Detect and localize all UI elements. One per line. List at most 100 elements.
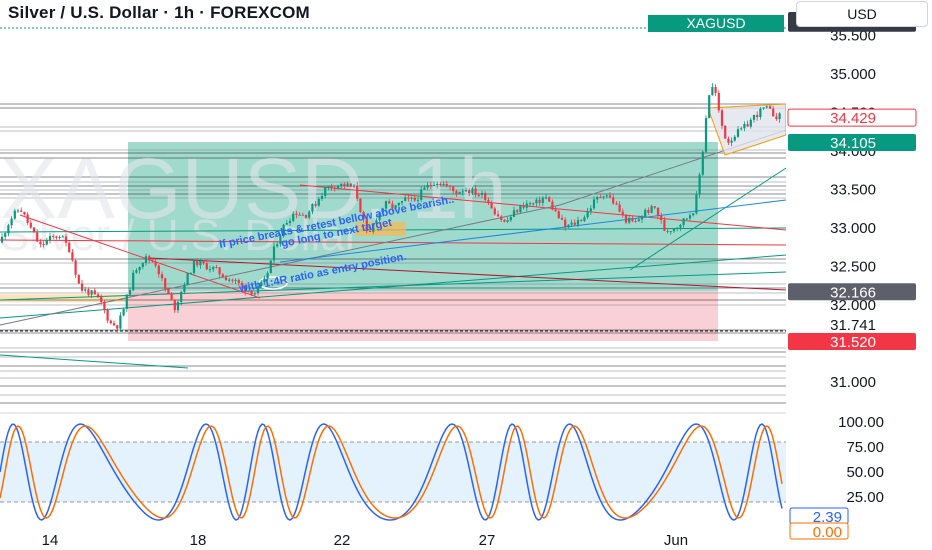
candle-down (474, 188, 477, 195)
candle-up (260, 282, 263, 287)
candle-down (656, 207, 660, 216)
candle-up (698, 174, 701, 195)
stochastic-pane (0, 423, 786, 521)
candle-up (669, 231, 672, 233)
candle-up (762, 107, 765, 109)
time-tick-label: 14 (42, 532, 59, 549)
time-tick-label: Jun (664, 532, 688, 549)
candle-up (592, 199, 596, 209)
candle-down (599, 196, 602, 198)
price-label-text: 32.166 (830, 284, 876, 301)
candle-up (45, 240, 48, 245)
candle-up (141, 262, 144, 267)
candle-up (602, 196, 605, 198)
symbol-badge[interactable]: XAGUSD (648, 15, 784, 32)
axis-bg (786, 0, 932, 550)
candle-up (442, 184, 445, 186)
candle-down (205, 263, 208, 270)
candle-down (154, 261, 157, 266)
candle-down (503, 219, 506, 222)
candle-up (234, 279, 237, 281)
candle-up (189, 272, 192, 274)
candle-up (10, 218, 13, 226)
trend-line (279, 199, 787, 263)
trend-line (0, 204, 561, 326)
time-tick-label: 27 (479, 532, 496, 549)
stoch-band (0, 442, 786, 502)
stoch-d-line (0, 425, 783, 519)
candle-down (42, 244, 45, 246)
candle-up (730, 140, 733, 143)
price-label-box (787, 108, 917, 127)
candle-up (589, 208, 592, 212)
candle-down (100, 296, 103, 302)
candle-up (292, 213, 295, 221)
candle-down (29, 222, 32, 228)
price-axis[interactable]: 31.00031.50032.00032.50033.00033.50034.0… (786, 0, 932, 550)
candle-down (516, 210, 519, 213)
trend-line (0, 354, 189, 369)
candle-down (301, 214, 304, 216)
candle-up (84, 289, 87, 291)
candle-down (20, 210, 23, 212)
candle-up (199, 261, 202, 266)
candle-up (570, 222, 573, 225)
candle-down (160, 274, 164, 279)
candle-up (586, 211, 589, 218)
candle-up (285, 223, 288, 225)
price-label-box (788, 134, 916, 152)
trend-line (0, 254, 787, 319)
candle-up (512, 210, 516, 217)
candle-down (608, 195, 612, 198)
trend-line (299, 184, 787, 231)
candle-up (701, 151, 704, 175)
currency-selector[interactable]: USD (796, 1, 928, 27)
trend-line (19, 214, 261, 299)
candle-down (500, 216, 503, 220)
candle-down (333, 187, 336, 189)
candle-up (708, 95, 711, 119)
candle-up (682, 218, 685, 225)
candle-up (327, 186, 330, 188)
candle-up (692, 213, 695, 216)
candle-up (637, 219, 640, 222)
candle-up (404, 197, 407, 202)
candle-down (551, 201, 554, 210)
highlight-box (356, 222, 406, 236)
candle-down (77, 274, 80, 284)
candle-up (535, 199, 538, 204)
candle-down (477, 194, 480, 196)
stoch-k-line (0, 423, 783, 521)
candle-down (250, 290, 253, 295)
trend-line (0, 239, 787, 246)
candle-down (663, 220, 666, 231)
candle-down (314, 204, 317, 206)
candle-down (580, 220, 583, 222)
candle-up (525, 203, 528, 208)
candle-up (122, 308, 125, 316)
candle-up (423, 187, 426, 190)
candle-up (208, 269, 212, 271)
candle-up (378, 212, 381, 221)
candle-down (452, 186, 455, 192)
candle-up (528, 203, 532, 205)
time-axis[interactable]: 14 18 22 27 Jun (0, 526, 786, 550)
candle-up (311, 204, 314, 212)
candle-up (426, 184, 429, 188)
candle-up (628, 218, 631, 223)
candle-up (778, 113, 781, 120)
candle-up (679, 224, 682, 228)
candle-up (48, 235, 52, 241)
candle-down (660, 215, 663, 221)
candle-up (317, 198, 320, 206)
candle-up (605, 195, 608, 197)
candle-down (717, 92, 720, 111)
candle-down (612, 197, 615, 204)
candle-up (480, 192, 484, 195)
price-tick-label: 32.000 (830, 297, 876, 314)
candle-down (151, 260, 154, 262)
trend-line (149, 257, 787, 291)
candle-down (343, 183, 346, 186)
candle-up (228, 279, 231, 281)
